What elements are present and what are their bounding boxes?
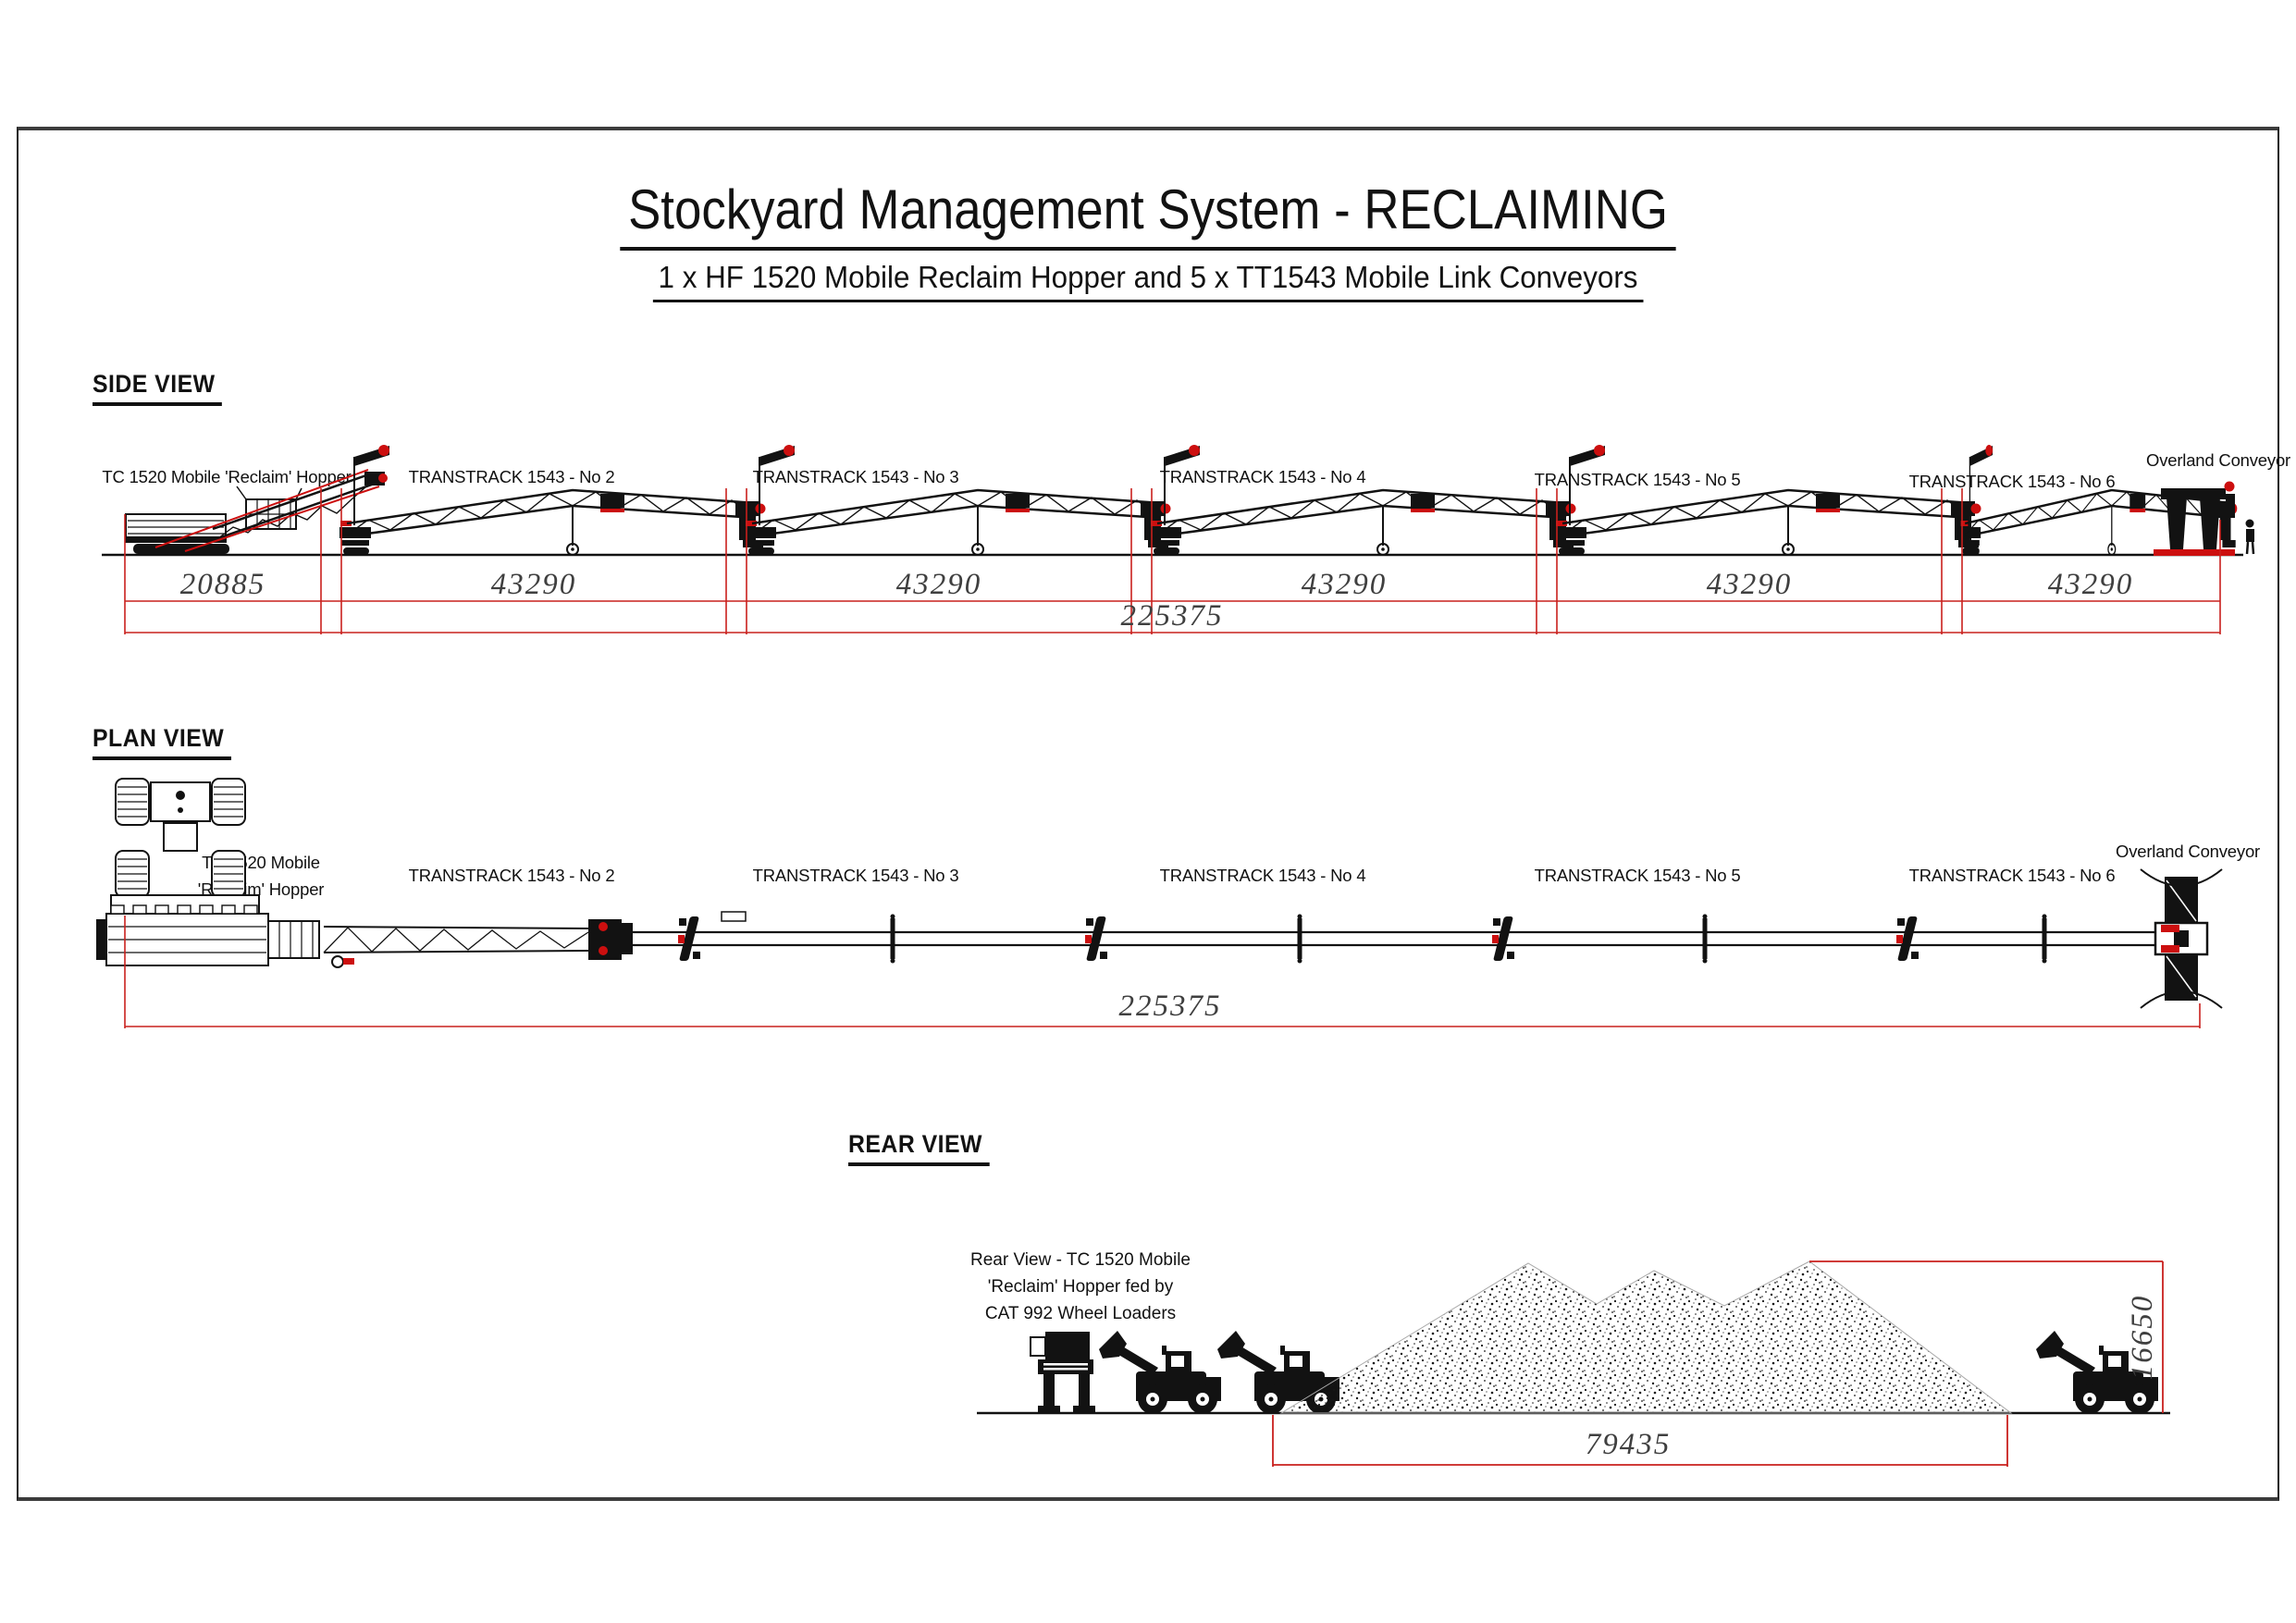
plan-junction-1 [678, 916, 700, 961]
rear-view-heading: REAR VIEW [848, 1130, 990, 1166]
side-overland-structure [2154, 481, 2235, 556]
plan-small-box [721, 911, 747, 922]
side-tt-conveyor-3 [743, 443, 1172, 557]
side-tt-conveyor-5 [1553, 443, 1982, 557]
plan-belt-line [629, 911, 2188, 947]
plan-label-conveyor-4: TRANSTRACK 1543 - No 4 [1159, 866, 1366, 885]
side-label-conveyor-6: TRANSTRACK 1543 - No 6 [1908, 472, 2116, 491]
rear-loader-1 [1099, 1331, 1221, 1414]
rear-dim-pile-height: 16650 [2126, 1295, 2159, 1381]
plan-label-conveyor-2: TRANSTRACK 1543 - No 2 [408, 866, 615, 885]
side-dimension-lines [124, 488, 2221, 634]
side-label-conveyor-3: TRANSTRACK 1543 - No 3 [752, 467, 959, 486]
side-label-overland: Overland Conveyor [2146, 450, 2290, 470]
plan-junction-2 [1085, 916, 1107, 961]
side-dim-hopper-length: 20885 [180, 568, 266, 601]
plan-dim-total-length: 225375 [1119, 990, 1222, 1023]
side-label-conveyor-4: TRANSTRACK 1543 - No 4 [1159, 467, 1366, 486]
rear-hopper-machine [1030, 1332, 1095, 1413]
plan-view-drawing: 225375 [96, 778, 2223, 1028]
rear-dim-pile-width: 79435 [1586, 1428, 1672, 1461]
plan-label-conveyor-5: TRANSTRACK 1543 - No 5 [1534, 866, 1741, 885]
page-title: Stockyard Management System - RECLAIMING [620, 178, 1676, 251]
rear-dimension-lines [1272, 1260, 2164, 1467]
plan-overland-structure [2140, 868, 2223, 1009]
plan-label-overland: Overland Conveyor [2116, 842, 2260, 861]
rear-view-caption: Rear View - TC 1520 Mobile 'Reclaim' Hop… [970, 1247, 1191, 1327]
side-dim-segment-3: 43290 [1302, 568, 1388, 601]
page-frame [17, 127, 2279, 1501]
plan-support-tick-1 [890, 914, 895, 964]
side-dim-segment-1: 43290 [491, 568, 577, 601]
plan-junction-4 [1896, 916, 1919, 961]
page-subtitle: 1 x HF 1520 Mobile Reclaim Hopper and 5 … [652, 260, 1644, 302]
side-label-hopper: TC 1520 Mobile 'Reclaim' Hopper [102, 467, 352, 486]
side-dim-segment-5: 43290 [2048, 568, 2134, 601]
side-view-drawing: 20885 43290 43290 43290 43290 43290 2253… [102, 443, 2255, 634]
plan-support-tick-2 [1297, 914, 1302, 964]
side-dim-segment-2: 43290 [896, 568, 982, 601]
side-view-heading: SIDE VIEW [93, 370, 222, 406]
rear-view-drawing: 79435 16650 [977, 1260, 2170, 1467]
stockpile [1279, 1260, 2013, 1414]
person-figure [2245, 519, 2255, 555]
plan-support-tick-4 [2042, 914, 2047, 964]
side-tt-conveyor-2 [338, 443, 767, 557]
plan-view-heading: PLAN VIEW [93, 724, 231, 760]
side-label-conveyor-5: TRANSTRACK 1543 - No 5 [1534, 470, 1741, 489]
plan-label-conveyor-3: TRANSTRACK 1543 - No 3 [752, 866, 959, 885]
side-tt-conveyor-6 [1958, 443, 2239, 557]
side-dim-segment-4: 43290 [1707, 568, 1793, 601]
rear-caption-line2: 'Reclaim' Hopper fed by [987, 1277, 1174, 1297]
plan-hopper-machine [96, 904, 633, 968]
side-dim-total-length: 225375 [1121, 599, 1224, 633]
rear-caption-line1: Rear View - TC 1520 Mobile [970, 1250, 1191, 1270]
plan-dimension-lines [124, 916, 2201, 1028]
side-hopper-machine [125, 469, 388, 554]
plan-junction-3 [1492, 916, 1514, 961]
plan-support-tick-3 [1702, 914, 1708, 964]
rear-caption-line3: CAT 992 Wheel Loaders [984, 1304, 1177, 1323]
side-tt-conveyor-4 [1148, 443, 1577, 557]
side-label-conveyor-2: TRANSTRACK 1543 - No 2 [408, 467, 615, 486]
plan-label-conveyor-6: TRANSTRACK 1543 - No 6 [1908, 866, 2116, 885]
